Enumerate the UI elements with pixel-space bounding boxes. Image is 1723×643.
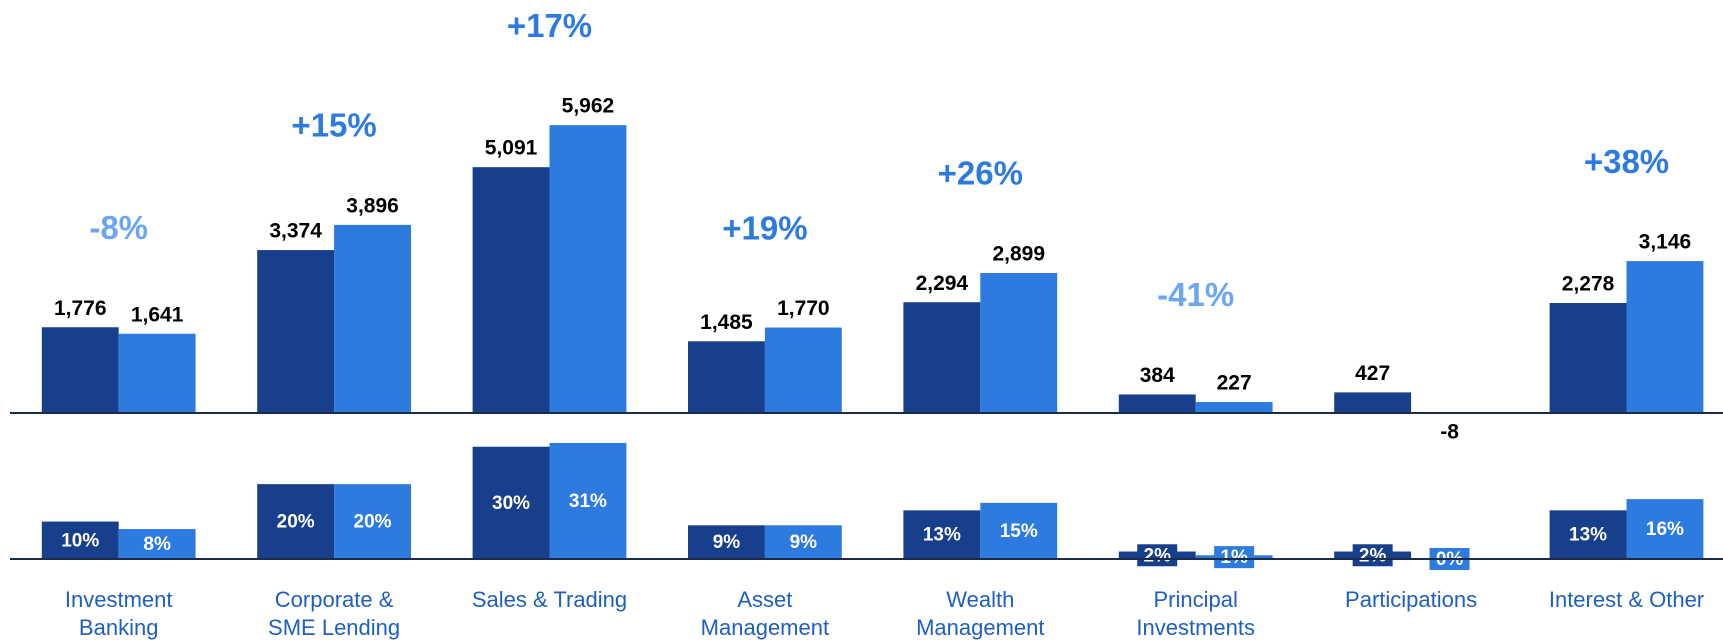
value-label: 9% bbox=[713, 532, 741, 553]
value-label: 1,770 bbox=[777, 297, 830, 320]
value-label: 1% bbox=[1220, 547, 1248, 568]
x-tick-label: Asset Management bbox=[700, 587, 830, 640]
x-tick-label: Investment Banking bbox=[64, 587, 173, 640]
value-label: 3,146 bbox=[1639, 231, 1692, 254]
x-tick-label: Participations bbox=[1345, 587, 1478, 612]
value-label-bg bbox=[567, 489, 608, 512]
value-label-bg bbox=[352, 510, 393, 533]
value-label: 10% bbox=[61, 530, 99, 551]
value-label-bg bbox=[1137, 544, 1178, 567]
bar bbox=[41, 327, 119, 413]
value-label: 20% bbox=[354, 512, 392, 533]
value-label-bg bbox=[783, 531, 824, 554]
value-label: 2% bbox=[1144, 545, 1172, 566]
value-label: 20% bbox=[277, 512, 315, 533]
bar bbox=[688, 341, 765, 413]
bar bbox=[1118, 394, 1196, 413]
value-label: 427 bbox=[1355, 362, 1390, 385]
bar bbox=[549, 125, 627, 413]
bar bbox=[1626, 261, 1704, 413]
bar bbox=[1195, 402, 1273, 413]
value-label: 2,899 bbox=[992, 243, 1045, 266]
value-label: -8 bbox=[1440, 421, 1459, 444]
value-label: 13% bbox=[1569, 525, 1607, 546]
value-label: 2% bbox=[1359, 545, 1387, 566]
value-label-bg bbox=[1568, 523, 1609, 546]
value-label-bg bbox=[491, 491, 532, 514]
value-label: 15% bbox=[1000, 521, 1038, 542]
value-label-bg bbox=[275, 510, 316, 533]
value-label-bg bbox=[137, 533, 178, 556]
value-label: 31% bbox=[569, 491, 607, 512]
x-tick-label: Principal Investments bbox=[1136, 587, 1255, 640]
change-label: +38% bbox=[1584, 143, 1669, 180]
value-label-bg bbox=[1644, 518, 1685, 541]
value-label: 30% bbox=[492, 493, 530, 514]
value-label-bg bbox=[1214, 546, 1255, 569]
x-tick-label: Wealth Management bbox=[916, 587, 1045, 640]
change-label: +17% bbox=[507, 7, 592, 44]
bar bbox=[257, 250, 335, 413]
change-label: +26% bbox=[938, 155, 1023, 192]
value-label-bg bbox=[706, 531, 747, 554]
bar bbox=[1334, 392, 1412, 413]
bar bbox=[1549, 303, 1627, 413]
x-tick-label: Sales & Trading bbox=[471, 587, 628, 612]
value-label: 3,896 bbox=[346, 194, 399, 217]
value-label: 5,962 bbox=[562, 95, 615, 118]
value-label: 16% bbox=[1646, 519, 1684, 540]
bar bbox=[903, 302, 981, 413]
value-label: 1,485 bbox=[700, 311, 753, 334]
value-label-bg bbox=[60, 529, 101, 552]
x-tick-label: Interest & Other bbox=[1548, 587, 1705, 612]
value-label: 1,776 bbox=[54, 297, 107, 320]
bar bbox=[764, 327, 842, 413]
value-label-bg bbox=[1352, 544, 1393, 567]
value-label: 2,294 bbox=[916, 272, 969, 295]
x-tick-label: Corporate & SME Lending bbox=[268, 587, 401, 640]
bar bbox=[118, 333, 196, 413]
value-label: 13% bbox=[923, 525, 961, 546]
bar bbox=[472, 167, 550, 413]
change-label: -8% bbox=[89, 209, 148, 246]
value-label: 3,374 bbox=[269, 220, 322, 243]
value-label-bg bbox=[998, 519, 1039, 542]
value-label: 2,278 bbox=[1562, 273, 1615, 296]
change-label: -41% bbox=[1157, 276, 1234, 313]
value-label: 5,091 bbox=[485, 137, 538, 160]
change-label: +19% bbox=[722, 209, 807, 246]
bar bbox=[334, 224, 411, 413]
value-label: 9% bbox=[790, 532, 818, 553]
value-label: 384 bbox=[1140, 364, 1175, 387]
value-label-bg bbox=[921, 523, 962, 546]
bar bbox=[980, 273, 1058, 413]
value-label: 1,641 bbox=[131, 303, 184, 326]
change-label: +15% bbox=[291, 107, 376, 144]
value-label: 8% bbox=[143, 534, 171, 555]
value-label: 227 bbox=[1217, 372, 1252, 395]
